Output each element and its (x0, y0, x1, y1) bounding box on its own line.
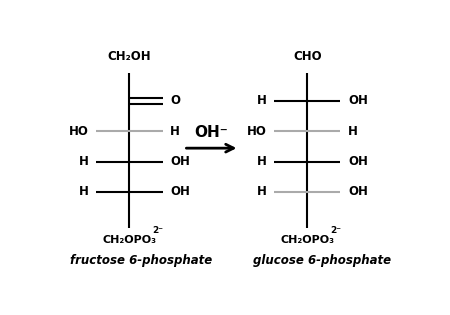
Text: OH: OH (348, 155, 368, 168)
Text: H: H (170, 125, 180, 138)
Text: OH⁻: OH⁻ (194, 125, 228, 140)
Text: H: H (79, 155, 89, 168)
Text: OH: OH (170, 185, 190, 198)
Text: fructose 6-phosphate: fructose 6-phosphate (70, 254, 212, 267)
Text: HO: HO (247, 125, 266, 138)
Text: OH: OH (348, 185, 368, 198)
Text: H: H (79, 185, 89, 198)
Text: CH₂OPO₃: CH₂OPO₃ (280, 236, 334, 245)
Text: H: H (256, 94, 266, 107)
Text: CH₂OH: CH₂OH (108, 50, 151, 63)
Text: O: O (170, 94, 180, 107)
Text: CHO: CHO (293, 50, 322, 63)
Text: H: H (256, 155, 266, 168)
Text: 2⁻: 2⁻ (152, 226, 163, 235)
Text: H: H (256, 185, 266, 198)
Text: H: H (348, 125, 358, 138)
Text: 2⁻: 2⁻ (330, 226, 341, 235)
Text: HO: HO (69, 125, 89, 138)
Text: CH₂OPO₃: CH₂OPO₃ (103, 236, 157, 245)
Text: glucose 6-phosphate: glucose 6-phosphate (253, 254, 392, 267)
Text: OH: OH (170, 155, 190, 168)
Text: OH: OH (348, 94, 368, 107)
